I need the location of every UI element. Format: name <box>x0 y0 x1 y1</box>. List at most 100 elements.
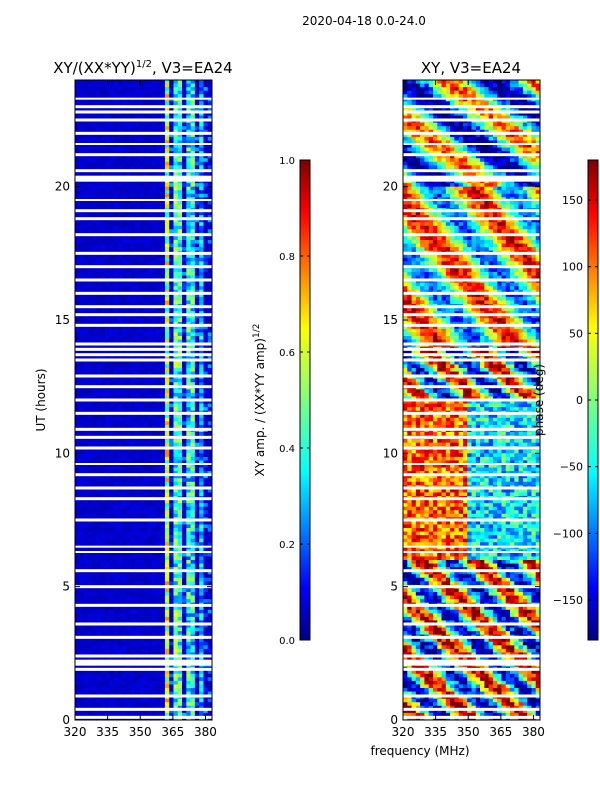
amplitude-cell <box>173 144 179 149</box>
amplitude-cell <box>152 378 157 383</box>
amplitude-cell <box>139 627 145 632</box>
amplitude-cell <box>199 136 205 142</box>
amplitude-cell <box>199 122 205 127</box>
amplitude-cell <box>139 200 145 206</box>
amplitude-cell <box>169 456 175 462</box>
amplitude-cell <box>100 336 106 341</box>
amplitude-cell <box>194 570 200 575</box>
amplitude-cell <box>139 538 145 543</box>
amplitude-cell <box>126 300 132 305</box>
amplitude-cell <box>177 371 183 376</box>
amplitude-cell <box>79 439 85 444</box>
amplitude-cell <box>104 510 110 515</box>
amplitude-cell <box>104 261 110 266</box>
amplitude-cell <box>100 296 106 302</box>
amplitude-cell <box>83 172 89 177</box>
amplitude-cell <box>160 474 166 479</box>
amplitude-cell <box>160 403 166 408</box>
amplitude-cell <box>203 545 209 550</box>
amplitude-cell <box>186 503 192 508</box>
amplitude-cell <box>87 222 93 227</box>
amplitude-cell <box>182 389 187 394</box>
amplitude-cell <box>207 94 212 99</box>
amplitude-cell <box>160 506 166 511</box>
amplitude-cell <box>203 236 209 241</box>
amplitude-cell <box>182 552 187 558</box>
amplitude-cell <box>109 190 115 195</box>
amplitude-cell <box>113 350 119 355</box>
amplitude-cell <box>156 144 162 149</box>
amplitude-cell <box>143 520 149 526</box>
amplitude-cell <box>83 474 89 479</box>
amplitude-cell <box>147 464 153 469</box>
amplitude-cell <box>104 453 110 458</box>
amplitude-cell <box>113 272 119 277</box>
amplitude-cell <box>203 535 209 540</box>
amplitude-cell <box>182 570 187 575</box>
amplitude-cell <box>164 243 170 248</box>
amplitude-cell <box>79 218 85 223</box>
amplitude-cell <box>177 616 183 622</box>
amplitude-cell <box>79 481 85 486</box>
amplitude-cell <box>169 225 175 230</box>
amplitude-cell <box>207 407 212 412</box>
amplitude-cell <box>117 378 123 383</box>
amplitude-cell <box>152 293 157 298</box>
amplitude-cell <box>190 421 196 426</box>
amplitude-cell <box>83 624 89 629</box>
amplitude-cell <box>139 318 145 323</box>
amplitude-cell <box>190 126 196 131</box>
amplitude-cell <box>92 350 98 355</box>
amplitude-cell <box>173 464 179 469</box>
amplitude-cell <box>130 126 136 131</box>
amplitude-cell <box>199 378 205 383</box>
amplitude-cell <box>147 627 153 632</box>
amplitude-cell <box>126 424 132 430</box>
amplitude-cell <box>134 140 140 145</box>
amplitude-cell <box>96 140 102 145</box>
amplitude-cell <box>126 218 132 223</box>
amplitude-cell <box>87 247 93 252</box>
amplitude-cell <box>126 136 132 142</box>
amplitude-cell <box>169 432 175 437</box>
amplitude-cell <box>75 286 80 291</box>
amplitude-cell <box>117 400 123 405</box>
amplitude-cell <box>199 101 205 106</box>
amplitude-cell <box>160 378 166 383</box>
amplitude-cell <box>143 218 149 223</box>
amplitude-cell <box>100 190 106 195</box>
amplitude-cell <box>177 318 183 323</box>
amplitude-cell <box>92 535 98 540</box>
amplitude-cell <box>83 368 89 373</box>
amplitude-cell <box>100 506 106 511</box>
amplitude-cell <box>194 609 200 614</box>
amplitude-cell <box>92 524 98 529</box>
amplitude-cell <box>160 158 166 163</box>
amplitude-cell <box>87 592 93 597</box>
amplitude-cell <box>203 254 209 259</box>
amplitude-cell <box>203 581 209 586</box>
amplitude-cell <box>122 236 127 241</box>
amplitude-cell <box>134 261 140 266</box>
amplitude-cell <box>87 449 93 454</box>
amplitude-cell <box>182 560 187 565</box>
amplitude-cell <box>182 193 187 198</box>
amplitude-cell <box>152 190 157 195</box>
amplitude-cell <box>190 488 196 494</box>
amplitude-cell <box>186 552 192 558</box>
amplitude-cell <box>96 236 102 241</box>
amplitude-cell <box>160 609 166 614</box>
amplitude-cell <box>203 247 209 252</box>
amplitude-cell <box>194 403 200 408</box>
amplitude-cell <box>113 460 119 465</box>
amplitude-cell <box>83 371 89 376</box>
amplitude-cell <box>134 467 140 472</box>
amplitude-cell <box>173 193 179 198</box>
amplitude-cell <box>156 286 162 291</box>
amplitude-cell <box>130 154 136 159</box>
amplitude-cell <box>152 193 157 198</box>
amplitude-cell <box>113 474 119 479</box>
amplitude-cell <box>100 229 106 234</box>
amplitude-cell <box>173 147 179 152</box>
amplitude-cell <box>75 449 80 454</box>
